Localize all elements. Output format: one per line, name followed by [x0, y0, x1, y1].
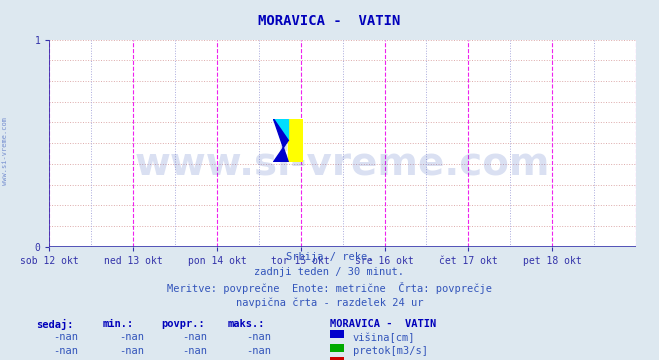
- Text: -nan: -nan: [182, 332, 207, 342]
- Text: pretok[m3/s]: pretok[m3/s]: [353, 346, 428, 356]
- Text: -nan: -nan: [119, 346, 144, 356]
- Text: -nan: -nan: [246, 346, 272, 356]
- Text: Srbija / reke.: Srbija / reke.: [286, 252, 373, 262]
- Text: -nan: -nan: [53, 346, 78, 356]
- Text: www.si-vreme.com: www.si-vreme.com: [2, 117, 9, 185]
- Text: www.si-vreme.com: www.si-vreme.com: [135, 145, 550, 183]
- Text: -nan: -nan: [119, 332, 144, 342]
- Text: Meritve: povprečne  Enote: metrične  Črta: povprečje: Meritve: povprečne Enote: metrične Črta:…: [167, 282, 492, 294]
- Text: navpična črta - razdelek 24 ur: navpična črta - razdelek 24 ur: [236, 297, 423, 308]
- Text: -nan: -nan: [182, 346, 207, 356]
- Text: sedaj:: sedaj:: [36, 319, 74, 330]
- Polygon shape: [273, 119, 289, 140]
- Text: MORAVICA -  VATIN: MORAVICA - VATIN: [258, 14, 401, 28]
- Text: višina[cm]: višina[cm]: [353, 332, 415, 343]
- Polygon shape: [289, 119, 303, 162]
- Text: maks.:: maks.:: [227, 319, 265, 329]
- Text: zadnji teden / 30 minut.: zadnji teden / 30 minut.: [254, 267, 405, 277]
- Text: MORAVICA -  VATIN: MORAVICA - VATIN: [330, 319, 436, 329]
- Polygon shape: [273, 119, 289, 162]
- Text: -nan: -nan: [246, 332, 272, 342]
- Text: povpr.:: povpr.:: [161, 319, 205, 329]
- Text: min.:: min.:: [102, 319, 133, 329]
- Text: -nan: -nan: [53, 332, 78, 342]
